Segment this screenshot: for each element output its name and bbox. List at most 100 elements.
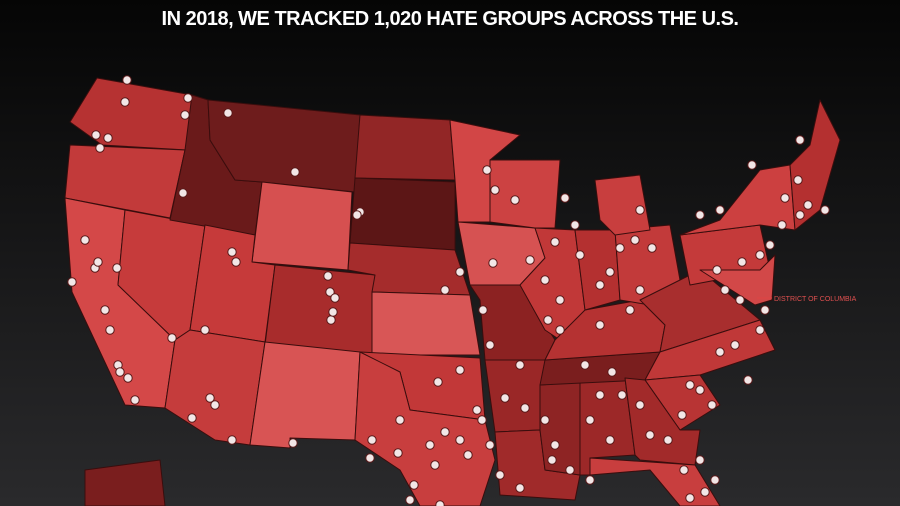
group-dot: [510, 195, 520, 205]
group-dot: [500, 393, 510, 403]
group-dot: [477, 415, 487, 425]
group-dot: [227, 247, 237, 257]
group-dot: [695, 455, 705, 465]
state: [354, 114, 456, 181]
group-dot: [605, 435, 615, 445]
group-dot: [455, 365, 465, 375]
group-dot: [737, 257, 747, 267]
group-dot: [625, 305, 635, 315]
group-dot: [123, 373, 133, 383]
group-dot: [205, 393, 215, 403]
group-dot: [520, 403, 530, 413]
group-dot: [700, 487, 710, 497]
group-dot: [490, 185, 500, 195]
state: [371, 291, 481, 356]
group-dot: [747, 160, 757, 170]
group-dot: [180, 110, 190, 120]
group-dot: [330, 293, 340, 303]
group-dot: [130, 395, 140, 405]
group-dot: [570, 220, 580, 230]
group-dot: [120, 97, 130, 107]
group-dot: [227, 435, 237, 445]
group-dot: [585, 415, 595, 425]
group-dot: [695, 210, 705, 220]
group-dot: [515, 483, 525, 493]
group-dot: [435, 500, 445, 506]
state: [699, 254, 776, 306]
state: [84, 459, 166, 506]
group-dot: [685, 493, 695, 503]
state: [624, 377, 701, 466]
group-dot: [712, 265, 722, 275]
group-dot: [730, 340, 740, 350]
group-dot: [122, 75, 132, 85]
group-dot: [425, 440, 435, 450]
state: [644, 319, 776, 381]
group-dot: [485, 340, 495, 350]
group-dot: [685, 380, 695, 390]
group-dot: [103, 133, 113, 143]
group-dot: [200, 325, 210, 335]
state: [484, 359, 546, 433]
group-dot: [393, 448, 403, 458]
group-dot: [615, 243, 625, 253]
group-dot: [710, 475, 720, 485]
group-dot: [290, 167, 300, 177]
group-dot: [550, 237, 560, 247]
group-dot: [395, 415, 405, 425]
group-dot: [440, 427, 450, 437]
group-dot: [755, 250, 765, 260]
dc-label: DISTRICT OF COLUMBIA: [774, 296, 857, 303]
group-dot: [607, 367, 617, 377]
group-dot: [555, 295, 565, 305]
group-dot: [575, 250, 585, 260]
group-dot: [488, 258, 498, 268]
group-dot: [630, 235, 640, 245]
group-dot: [550, 440, 560, 450]
group-dot: [525, 255, 535, 265]
group-dot: [820, 205, 830, 215]
group-dot: [95, 143, 105, 153]
group-dot: [695, 385, 705, 395]
group-dot: [679, 465, 689, 475]
group-dot: [645, 430, 655, 440]
state: [251, 181, 353, 271]
group-dot: [326, 315, 336, 325]
group-dot: [485, 440, 495, 450]
group-dot: [352, 210, 362, 220]
state: [489, 159, 561, 229]
group-dot: [91, 130, 101, 140]
group-dot: [765, 240, 775, 250]
state: [69, 77, 193, 151]
group-dot: [743, 375, 753, 385]
group-dot: [515, 360, 525, 370]
group-dot: [617, 390, 627, 400]
group-dot: [495, 470, 505, 480]
group-dot: [112, 263, 122, 273]
title: IN 2018, WE TRACKED 1,020 HATE GROUPS AC…: [162, 8, 739, 30]
group-dot: [540, 415, 550, 425]
group-dot: [455, 267, 465, 277]
group-dot: [760, 305, 770, 315]
group-dot: [560, 193, 570, 203]
group-dot: [187, 413, 197, 423]
group-dot: [328, 307, 338, 317]
group-dot: [585, 475, 595, 485]
group-dot: [365, 453, 375, 463]
group-dot: [472, 405, 482, 415]
group-dot: [635, 400, 645, 410]
group-dot: [430, 460, 440, 470]
group-dot: [595, 280, 605, 290]
group-dot: [777, 220, 787, 230]
group-dot: [715, 347, 725, 357]
group-dot: [595, 320, 605, 330]
group-dot: [478, 305, 488, 315]
group-dot: [325, 287, 335, 297]
group-dot: [720, 285, 730, 295]
group-dot: [595, 390, 605, 400]
group-dot: [605, 267, 615, 277]
group-dot: [323, 271, 333, 281]
group-dot: [547, 455, 557, 465]
group-dot: [367, 435, 377, 445]
